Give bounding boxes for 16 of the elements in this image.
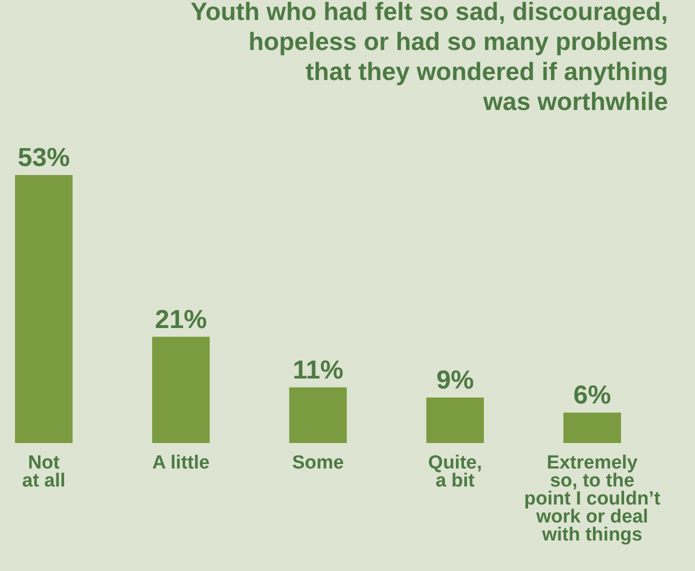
data-label: 21% (154, 304, 207, 334)
bar (152, 336, 210, 443)
chart-title: Youth who had felt so sad, discouraged, hopeless or had so many problems that they wondered if anything was worthwhile (190, 0, 668, 116)
x-tick-label: Extremely so, to the point I couldn’t work or deal with things (524, 452, 661, 546)
data-label: 11% (292, 354, 344, 384)
x-tick-label: Some (292, 452, 344, 474)
bar (563, 412, 621, 443)
data-label: 9% (436, 364, 474, 394)
bar (15, 175, 73, 443)
x-tick-label: Quite, a bit (428, 452, 482, 492)
data-label: 53% (18, 142, 70, 172)
x-tick-label: A little (152, 452, 210, 474)
bar (426, 397, 484, 443)
bar (289, 387, 347, 443)
data-label: 6% (573, 380, 611, 410)
x-tick-label: Not at all (22, 452, 66, 492)
